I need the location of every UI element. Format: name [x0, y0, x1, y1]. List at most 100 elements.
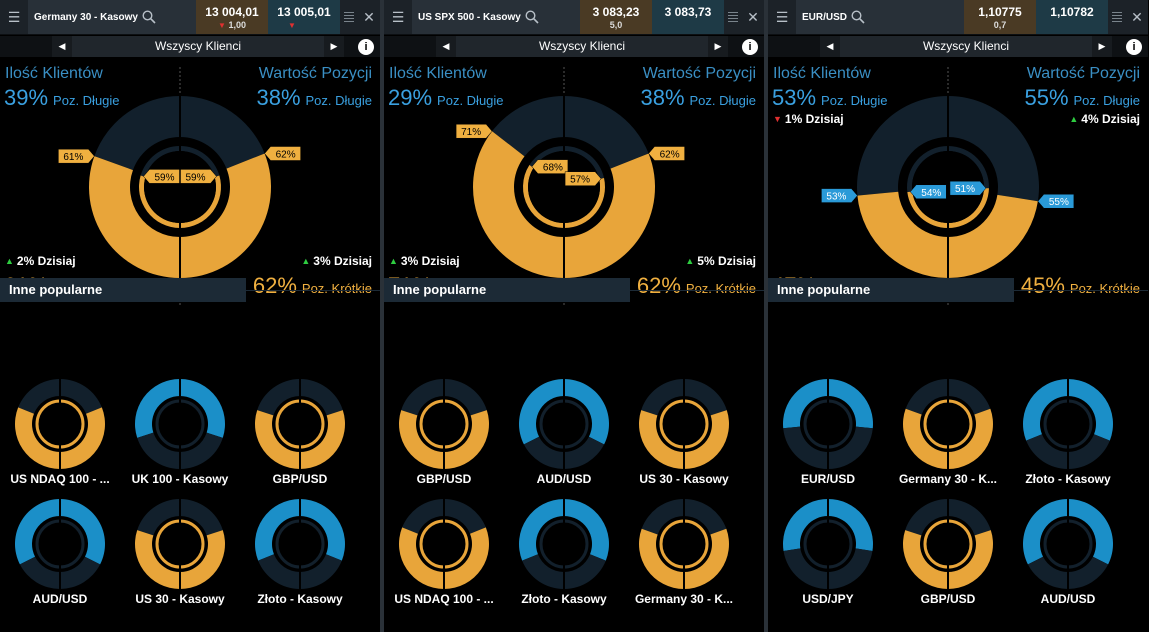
drag-handle-icon[interactable] [1108, 0, 1126, 34]
drag-handle-icon[interactable] [340, 0, 358, 34]
clients-long-label: Poz. Długie [53, 93, 120, 108]
inner-left-label-tag [909, 184, 947, 200]
outer-left-label-text: 71% [461, 127, 481, 138]
buy-price-button[interactable]: 1,10782 [1036, 0, 1108, 34]
close-icon[interactable]: ✕ [363, 8, 375, 25]
inner-right-label-text: 57% [570, 175, 590, 186]
hamburger-icon[interactable]: ☰ [7, 8, 21, 25]
mini-long [15, 499, 106, 565]
search-icon[interactable] [525, 10, 539, 24]
mini-donut-group [15, 378, 105, 470]
popular-item[interactable]: AUD/USD [0, 498, 120, 606]
outer-right-short [564, 153, 655, 278]
outer-left-label-text: 53% [826, 192, 846, 203]
inner-right-long [180, 146, 220, 177]
popular-item-label: Złoto - Kasowy [1025, 472, 1111, 486]
client-filter-label[interactable]: Wszyscy Klienci [456, 36, 708, 57]
popular-donut [1023, 498, 1113, 590]
today-right: ▲ 5% Dzisiaj [685, 254, 756, 268]
popular-item[interactable]: AUD/USD [504, 378, 624, 486]
mini-short [399, 410, 489, 469]
popular-item-label: Germany 30 - K... [898, 472, 998, 486]
mini-donut-group [903, 378, 993, 470]
buy-price: 1,10782 [1050, 5, 1094, 19]
mini-donut-group [1023, 498, 1113, 590]
popular-item-label: AUD/USD [32, 592, 88, 606]
sell-price-button[interactable]: 13 004,01 ▼ 1,00 [196, 0, 268, 34]
next-filter-button[interactable]: ▶ [708, 36, 728, 57]
popular-item[interactable]: GBP/USD [888, 498, 1008, 606]
hamburger-icon[interactable]: ☰ [775, 8, 789, 25]
clients-long-label: Poz. Długie [437, 93, 504, 108]
mini-long [137, 499, 223, 536]
inner-right-short [564, 178, 605, 228]
sentiment-donut: 61% 62% 59% 59% [58, 67, 301, 305]
next-filter-button[interactable]: ▶ [1092, 36, 1112, 57]
hamburger-icon[interactable]: ☰ [391, 8, 405, 25]
inner-right-short [948, 188, 989, 228]
value-long-pct: 55% [1024, 85, 1069, 110]
search-icon[interactable] [851, 10, 865, 24]
client-filter-label[interactable]: Wszyscy Klienci [72, 36, 324, 57]
close-icon[interactable]: ✕ [1131, 8, 1143, 25]
outer-left-short [473, 131, 564, 278]
popular-item[interactable]: GBP/USD [384, 378, 504, 486]
spread-value: 5,0 [580, 20, 652, 30]
drag-handle-icon[interactable] [724, 0, 742, 34]
popular-item[interactable]: Germany 30 - K... [624, 498, 744, 606]
instrument-bar: ☰ EUR/USD 1,10775 0,7 1,10782 [768, 0, 1148, 35]
close-icon[interactable]: ✕ [747, 8, 759, 25]
popular-item[interactable]: EUR/USD [768, 378, 888, 486]
symbol-name: EUR/USD [802, 11, 848, 23]
popular-item[interactable]: AUD/USD [1008, 498, 1128, 606]
prev-filter-button[interactable]: ◀ [52, 36, 72, 57]
mini-short [1026, 434, 1110, 469]
spread-value: ▼ 1,00 [196, 20, 268, 30]
popular-donut [255, 378, 345, 470]
symbol-selector[interactable]: US SPX 500 - Kasowy [412, 0, 580, 34]
inner-left-label-tag [531, 159, 569, 174]
popular-item[interactable]: Złoto - Kasowy [1008, 378, 1128, 486]
popular-item[interactable]: US 30 - Kasowy [624, 378, 744, 486]
symbol-selector[interactable]: Germany 30 - Kasowy [28, 0, 196, 34]
buy-price-button[interactable]: 13 005,01 ▼ [268, 0, 340, 34]
popular-item[interactable]: Germany 30 - K... [888, 378, 1008, 486]
outer-right-short [180, 153, 271, 278]
popular-item-label: AUD/USD [1040, 592, 1096, 606]
popular-header: Inne popularne [384, 278, 630, 302]
mini-long [401, 379, 487, 416]
spread-text: 1,00 [228, 20, 246, 30]
popular-item[interactable]: US NDAQ 100 - ... [0, 378, 120, 486]
info-icon[interactable]: i [1126, 38, 1142, 55]
prev-filter-button[interactable]: ◀ [820, 36, 840, 57]
sell-price-button[interactable]: 3 083,23 5,0 [580, 0, 652, 34]
popular-item-label: GBP/USD [416, 472, 472, 486]
popular-item[interactable]: US NDAQ 100 - ... [384, 498, 504, 606]
popular-item[interactable]: USD/JPY [768, 498, 888, 606]
info-icon[interactable]: i [358, 38, 374, 55]
mini-long [255, 499, 345, 561]
clients-long-pct: 29% [388, 85, 433, 110]
sell-price-button[interactable]: 1,10775 0,7 [964, 0, 1036, 34]
popular-item[interactable]: Złoto - Kasowy [504, 498, 624, 606]
prev-filter-button[interactable]: ◀ [436, 36, 456, 57]
buy-price-button[interactable]: 3 083,73 [652, 0, 724, 34]
search-icon[interactable] [142, 10, 156, 24]
popular-item[interactable]: UK 100 - Kasowy [120, 378, 240, 486]
info-icon[interactable]: i [742, 38, 758, 55]
next-filter-button[interactable]: ▶ [324, 36, 344, 57]
spread-text: 5,0 [609, 20, 623, 30]
client-filter-label[interactable]: Wszyscy Klienci [840, 36, 1092, 57]
mini-long [1023, 499, 1113, 565]
symbol-selector[interactable]: EUR/USD [796, 0, 964, 34]
popular-donut [783, 378, 873, 470]
mini-short [135, 530, 225, 589]
popular-item[interactable]: Złoto - Kasowy [240, 498, 360, 606]
symbol-name: Germany 30 - Kasowy [34, 11, 138, 23]
mini-donut-group [783, 378, 873, 470]
popular-divider [1014, 290, 1148, 291]
popular-item[interactable]: GBP/USD [240, 378, 360, 486]
value-long-pct: 38% [256, 85, 301, 110]
mini-short [137, 432, 223, 469]
popular-item[interactable]: US 30 - Kasowy [120, 498, 240, 606]
